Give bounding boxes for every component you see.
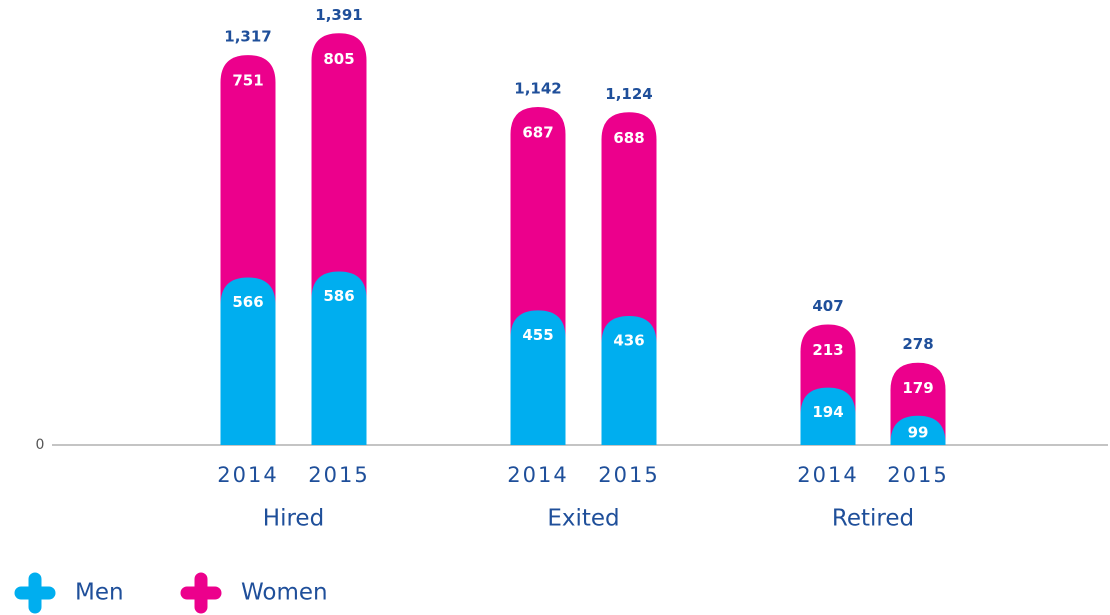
group-label: Exited [547,506,619,532]
bar-segment [601,315,657,445]
total-label: 1,142 [514,79,561,97]
value-label: 566 [232,293,263,311]
x-tick-label: 2015 [887,463,948,487]
value-label: 455 [522,326,553,344]
value-label: 99 [908,424,929,442]
value-label: 436 [613,331,644,349]
legend-label: Men [75,580,124,606]
x-tick-label: 2014 [217,463,278,487]
value-label: 586 [323,287,354,305]
legend-icon [14,572,56,614]
bar-segment [601,112,657,344]
bar-segment [510,310,566,445]
total-label: 278 [902,335,933,353]
value-label: 213 [812,341,843,359]
value-label: 751 [232,72,263,90]
group-label: Hired [263,506,324,532]
bar-segment [510,106,566,338]
legend-icon [180,572,222,614]
bar-segment [800,387,856,445]
bar-segment [220,55,276,305]
value-label: 805 [323,50,354,68]
total-label: 1,391 [315,6,362,24]
value-label: 179 [902,379,933,397]
total-label: 1,124 [605,85,652,103]
x-tick-label: 2015 [598,463,659,487]
value-label: 687 [522,123,553,141]
x-tick-label: 2014 [507,463,568,487]
total-label: 407 [812,297,843,315]
total-label: 1,317 [224,28,271,46]
bar-segment [890,415,946,445]
group-label: Retired [832,506,914,532]
y-tick-label: 0 [36,437,45,453]
bar-segment [220,277,276,445]
value-label: 688 [613,129,644,147]
x-tick-label: 2014 [797,463,858,487]
x-tick-label: 2015 [308,463,369,487]
value-label: 194 [812,403,843,421]
bar-segment [311,271,367,445]
bar-segment [311,33,367,300]
legend-label: Women [241,580,328,606]
